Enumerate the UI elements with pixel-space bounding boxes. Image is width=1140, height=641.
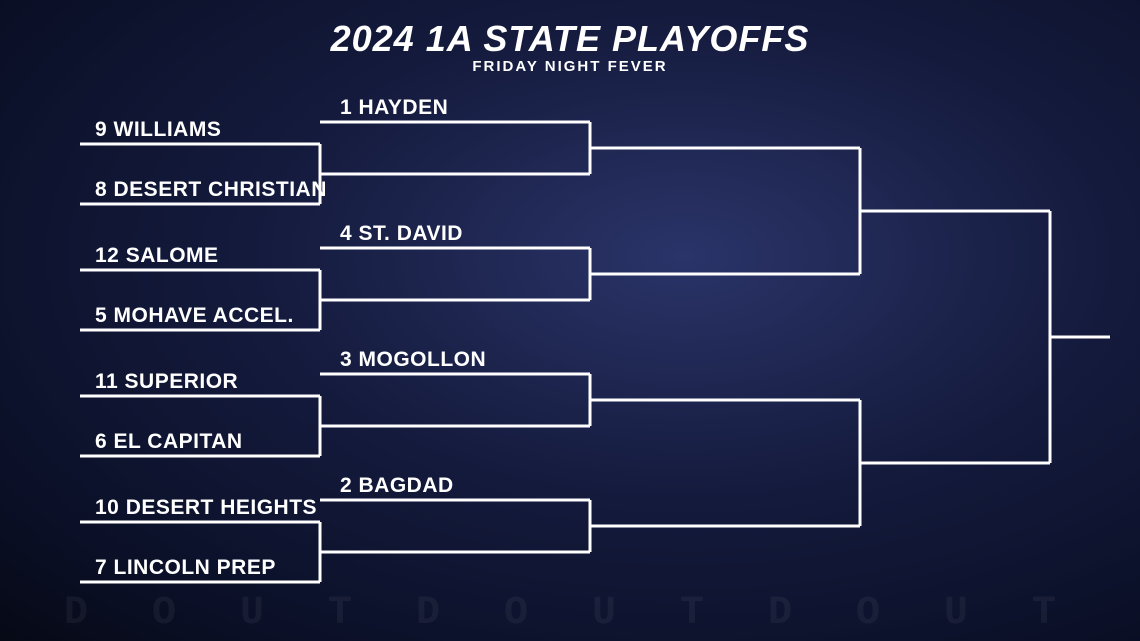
team-label: 12 SALOME: [95, 244, 219, 268]
team-label: 9 WILLIAMS: [95, 118, 221, 142]
team-label: 5 MOHAVE ACCEL.: [95, 304, 294, 328]
team-label: 1 HAYDEN: [340, 96, 448, 120]
bottom-pattern: D O U T D O U T D O U T: [0, 591, 1140, 641]
team-label: 8 DESERT CHRISTIAN: [95, 178, 327, 202]
team-label: 7 LINCOLN PREP: [95, 556, 276, 580]
team-label: 11 SUPERIOR: [95, 370, 238, 394]
team-label: 4 ST. DAVID: [340, 222, 463, 246]
bracket-container: 9 WILLIAMS 8 DESERT CHRISTIAN 12 SALOME 5 M…: [0, 0, 1140, 641]
team-label: 3 MOGOLLON: [340, 348, 486, 372]
team-label: 2 BAGDAD: [340, 474, 454, 498]
team-label: 6 EL CAPITAN: [95, 430, 243, 454]
team-label: 10 DESERT HEIGHTS: [95, 496, 317, 520]
